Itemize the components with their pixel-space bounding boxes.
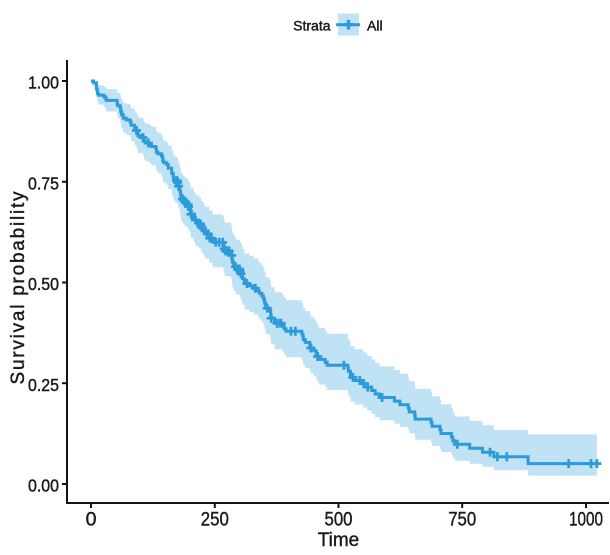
svg-text:0.50: 0.50	[28, 274, 59, 294]
svg-text:Survival probability: Survival probability	[8, 191, 29, 385]
svg-text:500: 500	[325, 509, 353, 531]
svg-text:0.75: 0.75	[28, 173, 59, 193]
svg-text:750: 750	[448, 509, 476, 531]
svg-text:Strata: Strata	[293, 18, 331, 34]
svg-text:0: 0	[86, 509, 97, 531]
svg-text:1.00: 1.00	[28, 73, 59, 93]
svg-text:1000: 1000	[569, 509, 603, 531]
svg-text:0.00: 0.00	[28, 476, 59, 496]
svg-text:All: All	[367, 18, 383, 34]
svg-text:250: 250	[201, 509, 229, 531]
svg-text:0.25: 0.25	[28, 375, 59, 395]
svg-text:Time: Time	[318, 530, 360, 551]
